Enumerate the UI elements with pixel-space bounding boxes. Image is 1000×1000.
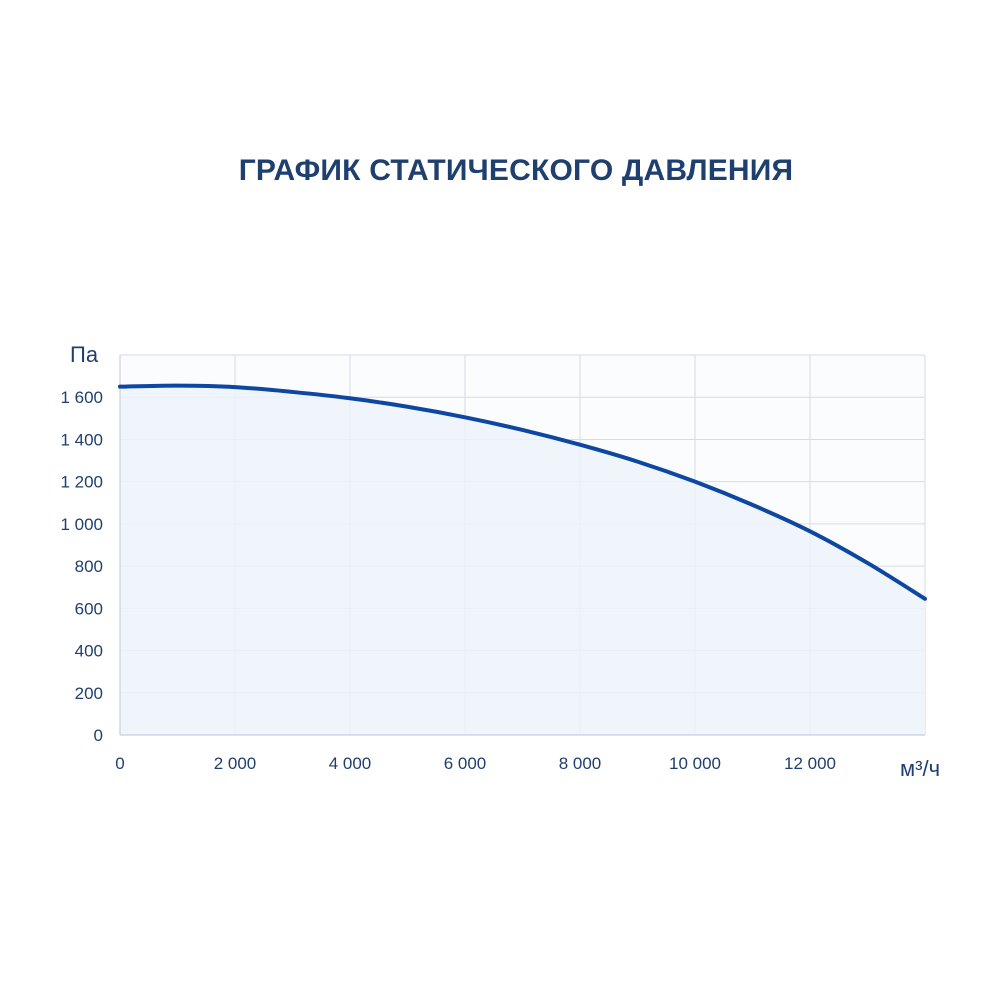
x-tick-label: 6 000 <box>444 754 487 773</box>
x-tick-label: 8 000 <box>559 754 602 773</box>
chart-title: ГРАФИК СТАТИЧЕСКОГО ДАВЛЕНИЯ <box>238 154 794 187</box>
x-tick-labels: 0 2 000 4 000 6 000 8 000 10 000 12 000 <box>115 754 836 773</box>
x-axis-label: м³/ч <box>900 756 940 781</box>
area-fill <box>120 385 925 735</box>
axes <box>119 355 925 736</box>
x-tick-label: 4 000 <box>329 754 372 773</box>
x-tick-label: 10 000 <box>669 754 721 773</box>
y-tick-label: 400 <box>75 642 103 661</box>
y-tick-labels: 0 200 400 600 800 1 000 1 200 1 400 1 600 <box>60 388 103 745</box>
y-tick-label: 1 000 <box>60 515 103 534</box>
y-tick-label: 1 200 <box>60 473 103 492</box>
y-tick-label: 1 600 <box>60 388 103 407</box>
series-area <box>120 385 925 735</box>
y-tick-label: 1 400 <box>60 430 103 449</box>
x-tick-label: 2 000 <box>214 754 257 773</box>
series-line <box>118 383 927 601</box>
y-tick-label: 0 <box>94 726 103 745</box>
y-axis-label: Па <box>70 342 99 367</box>
x-tick-label: 0 <box>115 754 124 773</box>
series-group <box>118 383 927 601</box>
x-tick-label: 12 000 <box>784 754 836 773</box>
y-tick-label: 200 <box>75 684 103 703</box>
y-tick-label: 800 <box>75 557 103 576</box>
y-tick-label: 600 <box>75 599 103 618</box>
